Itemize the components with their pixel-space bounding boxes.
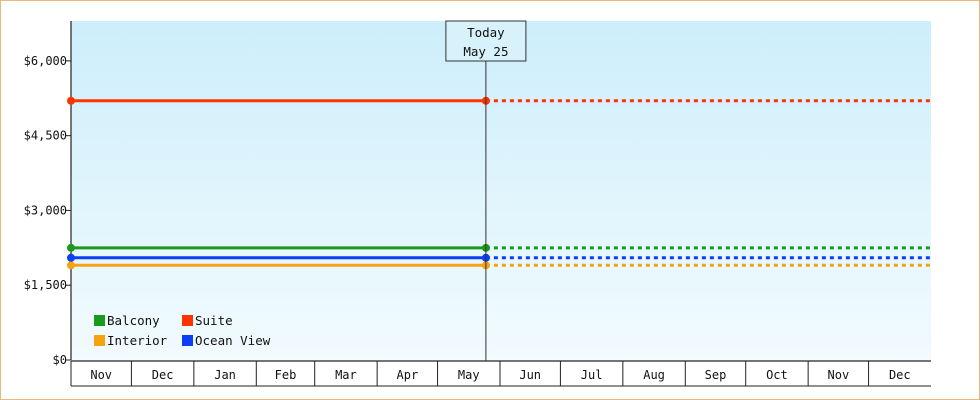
legend-swatch-suite [182,315,193,326]
y-tick-label: $1,500 [24,278,67,292]
series-start-point [67,261,75,270]
x-tick-label: Sep [705,368,727,382]
x-tick-label: Jul [581,368,603,382]
x-tick-label: Oct [766,368,788,382]
y-tick-label: $6,000 [24,54,67,68]
x-tick-label: Apr [397,368,419,382]
y-tick-label: $4,500 [24,129,67,143]
today-label-line1: Today [467,25,505,40]
today-label-line2: May 25 [463,44,508,59]
legend-label-interior: Interior [107,333,168,348]
series-start-point [67,243,75,252]
x-tick-label: Nov [828,368,850,382]
x-tick-label: Jun [519,368,541,382]
legend-swatch-interior [94,335,105,346]
today-label-box [445,20,527,62]
x-tick-label: Mar [335,368,357,382]
legend-swatch-ocean-view [182,335,193,346]
series-lines [67,96,931,270]
plot-background [71,21,931,360]
x-tick-label: Feb [275,368,297,382]
y-tick-label: $0 [53,353,67,367]
x-axis: Nov Dec Jan Feb Mar Apr May Jun Jul Aug Sep Oct Nov D… [70,360,931,387]
x-tick-label: Jan [214,368,236,382]
x-tick-label: Nov [90,368,112,382]
x-tick-label: Dec [152,368,174,382]
series-start-point [67,96,75,105]
today-marker: Today May 25 [445,20,527,361]
y-tick-label: $3,000 [24,203,67,217]
legend-label-ocean-view: Ocean View [195,333,271,348]
y-axis: $0 $1,500 $3,000 $4,500 $6,000 [24,21,72,367]
x-tick-label: Aug [643,368,665,382]
legend-swatch-balcony [94,315,105,326]
x-tick-label: Dec [889,368,911,382]
legend: Balcony Suite Interior Ocean View [94,313,271,348]
legend-label-balcony: Balcony [107,313,160,328]
legend-label-suite: Suite [195,313,233,328]
series-start-point [67,253,75,262]
x-tick-label: May [458,368,480,382]
